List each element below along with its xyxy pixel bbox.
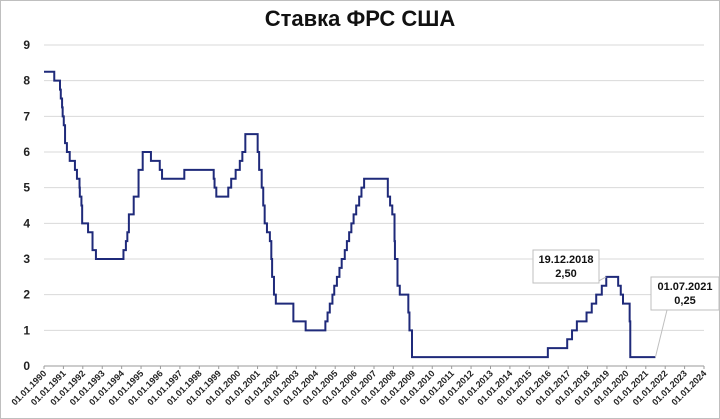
y-tick-label: 7 (23, 109, 30, 123)
y-tick-label: 4 (23, 216, 30, 230)
y-tick-label: 8 (23, 74, 30, 88)
axes (43, 365, 705, 369)
y-tick-labels: 0 1 2 3 4 5 6 7 8 9 (23, 38, 30, 373)
y-tick-label: 0 (23, 359, 30, 373)
y-tick-label: 1 (23, 323, 30, 337)
annotation-date: 19.12.2018 (538, 254, 593, 266)
annotation-value: 2,50 (555, 268, 576, 280)
annotation-date: 01.07.2021 (657, 281, 712, 293)
series-lines (44, 70, 656, 359)
y-tick-label: 2 (23, 288, 30, 302)
annotations: 19.12.2018 2,50 01.07.2021 0,25 (532, 249, 720, 358)
gridlines (44, 44, 704, 331)
y-tick-label: 9 (23, 38, 30, 52)
y-tick-label: 6 (23, 145, 30, 159)
x-tick-labels: 01.01.199001.01.199101.01.199201.01.1993… (9, 368, 708, 407)
y-tick-label: 5 (23, 181, 30, 195)
annotation-box (532, 249, 600, 284)
y-tick-label: 3 (23, 252, 30, 266)
annotation-value: 0,25 (674, 295, 695, 307)
annotation-leader (654, 309, 668, 358)
annotation-box (650, 276, 720, 311)
series-line-0 (44, 70, 656, 359)
chart-title: Ставка ФРС США (264, 6, 456, 31)
